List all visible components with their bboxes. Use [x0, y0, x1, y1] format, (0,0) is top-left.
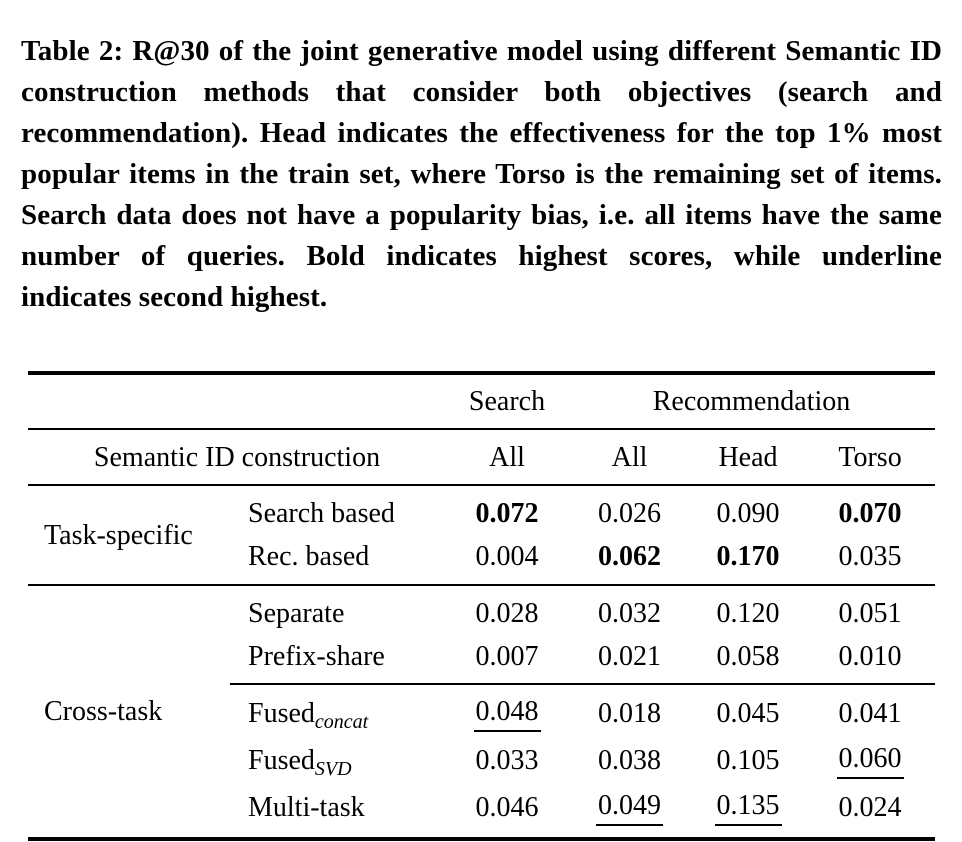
table-cell: 0.120	[691, 585, 805, 635]
table-row-search-based: Task-specific Search based 0.072 0.026 0…	[28, 485, 935, 586]
col-group-search: Search	[446, 373, 568, 430]
metric-value: 0.028	[475, 598, 539, 629]
method-search-based: Search based	[248, 498, 395, 529]
table-cell: 0.024	[805, 784, 935, 839]
method-subscript: SVD	[314, 758, 352, 780]
metric-value: 0.049	[596, 789, 663, 826]
group-label-task-specific: Task-specific	[28, 485, 230, 586]
metric-value: 0.070	[838, 498, 902, 529]
method-fused-svd: FusedSVD	[230, 737, 446, 784]
metric-value: 0.045	[716, 698, 780, 729]
metric-value: 0.058	[716, 641, 780, 672]
table-cell: 0.028	[446, 585, 568, 635]
table-cell: 0.010	[805, 635, 935, 684]
table-row-separate: Cross-task Separate 0.028 0.032 0.120 0.…	[28, 585, 935, 727]
table-cell: 0.060	[805, 737, 935, 784]
metric-value: 0.105	[716, 745, 780, 776]
empty-header-cell	[28, 373, 446, 430]
table-caption: Table 2: R@30 of the joint generative mo…	[21, 31, 942, 397]
method-subscript: concat	[314, 711, 369, 733]
metric-value: 0.170	[716, 541, 780, 572]
metric-value: 0.007	[475, 641, 539, 672]
metric-value: 0.004	[475, 541, 539, 572]
metric-value: 0.018	[598, 698, 661, 729]
table-cell: 0.070	[805, 485, 935, 535]
table-cell: 0.058	[691, 635, 805, 684]
metric-value: 0.038	[598, 745, 661, 776]
caption-label: Table 2:	[21, 35, 124, 67]
table-cell: 0.026	[568, 485, 691, 535]
table-row-fused-concat: Fusedconcat 0.048 0.018 0.045 0.041	[28, 683, 936, 737]
table-cell: 0.007	[446, 635, 568, 684]
caption-text: R@30 of the joint generative model using…	[21, 35, 942, 313]
metric-value: 0.010	[838, 641, 902, 672]
table-cell: 0.090	[691, 485, 805, 535]
table-cell: 0.032	[568, 585, 691, 635]
metric-value: 0.046	[475, 792, 539, 823]
table-cell: 0.048	[446, 683, 568, 737]
method-rec-based: Rec. based	[230, 535, 446, 586]
table-cell: 0.072	[446, 485, 568, 535]
metric-value: 0.048	[473, 695, 541, 732]
column-header-row: Semantic ID construction All All Head To…	[28, 429, 936, 486]
table-cell: 0.051	[805, 585, 935, 635]
table-cell: 0.038	[568, 737, 691, 784]
metric-value: 0.062	[598, 541, 661, 572]
metric-value: 0.035	[838, 541, 902, 572]
table-cell: 0.021	[568, 635, 691, 684]
metric-value: 0.051	[838, 598, 902, 629]
table-cell: 0.033	[446, 737, 568, 784]
col-group-recommendation: Recommendation	[568, 373, 936, 430]
column-group-header-row: Search Recommendation	[28, 373, 936, 430]
metric-value: 0.072	[475, 498, 539, 529]
metric-value: 0.033	[475, 745, 539, 776]
metric-value: 0.026	[598, 498, 661, 529]
table-cell: 0.170	[691, 535, 805, 586]
table-cell: 0.062	[568, 535, 691, 586]
method-base: Fused	[248, 745, 315, 776]
table-row-multi-task: Multi-task 0.046 0.049 0.135 0.024	[28, 784, 935, 839]
metric-value: 0.090	[716, 498, 780, 529]
header-rec-torso: Torso	[805, 429, 936, 486]
metric-value: 0.120	[716, 598, 780, 629]
table-cell: 0.004	[446, 535, 568, 586]
metric-value: 0.060	[836, 742, 904, 779]
method-base: Fused	[248, 698, 315, 729]
table-cell: 0.041	[805, 683, 936, 737]
table-cell: 0.105	[691, 737, 805, 784]
table-cell: 0.018	[568, 683, 691, 737]
method-multi-task: Multi-task	[248, 792, 365, 823]
table-cell: 0.045	[691, 683, 805, 737]
method-prefix-share: Prefix-share	[248, 641, 385, 672]
header-rec-all: All	[568, 429, 691, 486]
results-table: Search Recommendation Semantic ID constr…	[28, 371, 936, 841]
metric-value: 0.032	[598, 598, 661, 629]
header-semantic-id-construction: Semantic ID construction	[28, 429, 446, 486]
table-cell: 0.135	[691, 784, 805, 839]
method-separate: Separate	[248, 598, 345, 629]
metric-value: 0.135	[714, 789, 782, 826]
header-search-all: All	[446, 429, 568, 486]
table-row-prefix-share: Prefix-share 0.007 0.021 0.058 0.010	[28, 635, 935, 684]
table-cell: 0.035	[805, 535, 936, 586]
metric-value: 0.041	[838, 698, 902, 729]
group-label-cross-task: Cross-task	[44, 696, 163, 727]
table-row-rec-based: Rec. based 0.004 0.062 0.170 0.035	[28, 535, 936, 586]
table-cell: 0.049	[568, 784, 691, 839]
table-cell: 0.046	[446, 784, 568, 839]
method-fused-concat: Fusedconcat	[230, 683, 446, 737]
metric-value: 0.021	[598, 641, 661, 672]
header-rec-head: Head	[691, 429, 805, 486]
table-row-fused-svd: FusedSVD 0.033 0.038 0.105 0.060	[28, 737, 935, 784]
metric-value: 0.024	[838, 792, 902, 823]
